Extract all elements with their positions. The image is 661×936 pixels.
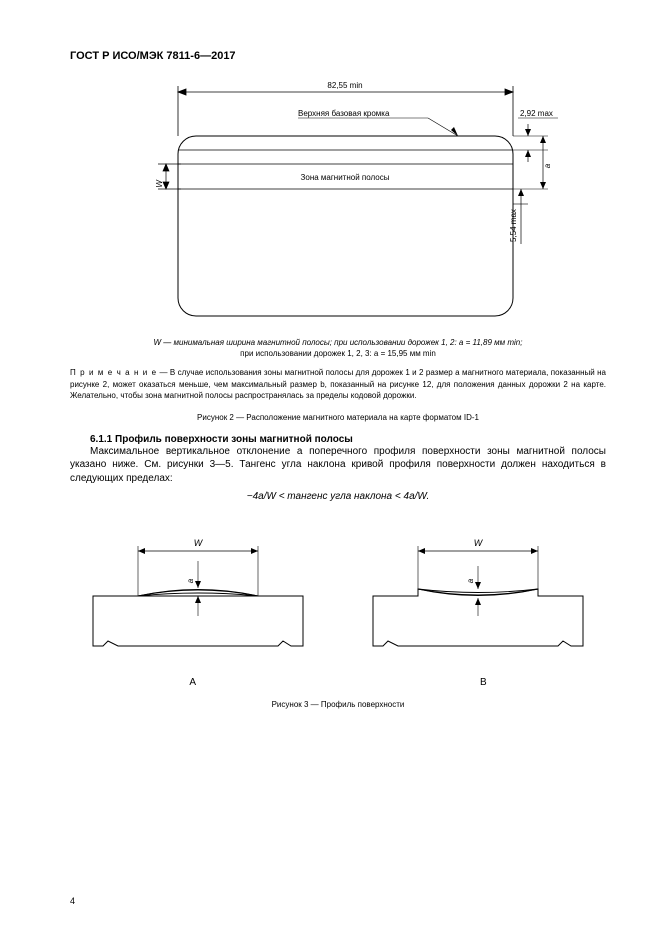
note-paragraph: П р и м е ч а н и е — В случае использов… (70, 367, 606, 401)
dim-292: 2,92 max (520, 109, 553, 118)
section-6-1-1: 6.1.1 Профиль поверхности зоны магнитной… (70, 434, 606, 445)
fig3a-a: a (186, 579, 195, 584)
section-num: 6.1.1 (90, 434, 112, 445)
fig3a-w: W (194, 538, 204, 548)
label-b: B (371, 677, 596, 688)
figure-3-caption: Рисунок 3 — Профиль поверхности (70, 700, 606, 709)
dim-554: 5,54 max (509, 209, 518, 242)
figure-3-svg: W a (78, 516, 598, 666)
dim-w: W (155, 179, 164, 188)
stripe-label: Зона магнитной полосы (301, 173, 390, 182)
fig3b-w: W (474, 538, 484, 548)
legend-line-2: при использовании дорожек 1, 2, 3: a = 1… (240, 349, 436, 358)
dim-a: a (543, 163, 552, 168)
figure-2-legend: W — минимальная ширина магнитной полосы;… (70, 337, 606, 359)
legend-line-1: W — минимальная ширина магнитной полосы;… (154, 338, 523, 347)
figure-3-labels: A B (70, 677, 606, 688)
figure-2-svg: 82,55 min Верхняя базовая кромка 2,92 ma… (118, 74, 558, 324)
figure-3: W a (70, 516, 606, 688)
page: ГОСТ Р ИСО/МЭК 7811-6—2017 82,55 min Вер… (0, 0, 661, 936)
figure-2: 82,55 min Верхняя базовая кромка 2,92 ma… (70, 74, 606, 329)
dim-top-text: 82,55 min (327, 81, 362, 90)
formula: −4a/W < тангенс угла наклона < 4a/W. (70, 491, 606, 502)
fig3b-a: a (466, 579, 475, 584)
figure-2-caption: Рисунок 2 — Расположение магнитного мате… (70, 413, 606, 422)
top-edge-label: Верхняя базовая кромка (298, 109, 390, 118)
note-label: П р и м е ч а н и е (70, 368, 157, 377)
section-title: Профиль поверхности зоны магнитной полос… (112, 434, 353, 445)
label-a: A (80, 677, 305, 688)
page-number: 4 (70, 896, 75, 906)
doc-header: ГОСТ Р ИСО/МЭК 7811-6—2017 (70, 50, 606, 62)
body-text-1: Максимальное вертикальное отклонение a п… (70, 445, 606, 486)
